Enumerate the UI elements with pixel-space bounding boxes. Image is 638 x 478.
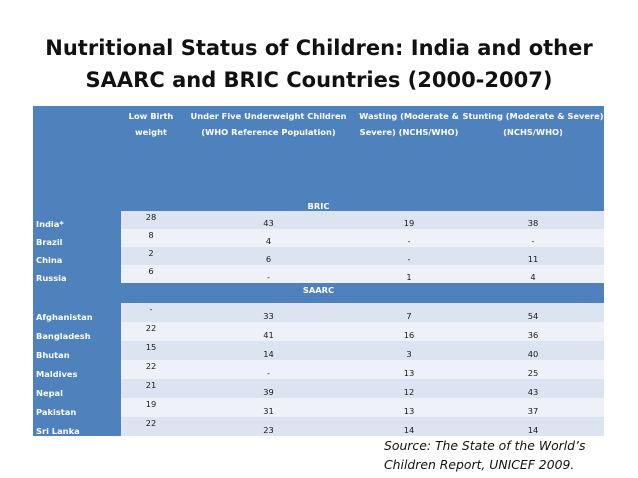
- title-line-2: SAARC and BRIC Countries (2000-2007): [85, 68, 553, 92]
- cell-low-birth-weight: 22: [121, 322, 181, 341]
- cell-low-birth-weight: 21: [121, 379, 181, 398]
- cell-underweight: 41: [181, 322, 356, 341]
- col-header-underweight: Under Five Underweight Children (WHO Ref…: [181, 106, 356, 194]
- cell-wasting: 3: [356, 341, 462, 360]
- cell-stunting: 40: [462, 341, 604, 360]
- country-label: India*: [33, 211, 121, 229]
- cell-wasting: 12: [356, 379, 462, 398]
- cell-wasting: -: [356, 229, 462, 247]
- cell-stunting: 54: [462, 303, 604, 322]
- cell-low-birth-weight: 8: [121, 229, 181, 247]
- cell-stunting: 43: [462, 379, 604, 398]
- col-header-stunting: Stunting (Moderate & Severe) (NCHS/WHO): [462, 106, 604, 194]
- country-label: China: [33, 247, 121, 265]
- cell-stunting: 37: [462, 398, 604, 417]
- cell-stunting: 25: [462, 360, 604, 379]
- section-label-saarc: SAARC: [33, 283, 604, 303]
- source-line-1: Source: The State of the World’s: [384, 438, 586, 453]
- cell-low-birth-weight: 15: [121, 341, 181, 360]
- cell-low-birth-weight: -: [121, 303, 181, 322]
- cell-low-birth-weight: 19: [121, 398, 181, 417]
- table-row: Pakistan 19 31 13 37: [33, 398, 604, 417]
- header-row: Low Birth weight Under Five Underweight …: [33, 106, 604, 194]
- table-row: Sri Lanka 22 23 14 14: [33, 417, 604, 436]
- cell-stunting: 4: [462, 265, 604, 283]
- cell-wasting: 7: [356, 303, 462, 322]
- cell-low-birth-weight: 22: [121, 417, 181, 436]
- table-row: Bangladesh 22 41 16 36: [33, 322, 604, 341]
- cell-low-birth-weight: 22: [121, 360, 181, 379]
- col-header-wasting: Wasting (Moderate & Severe) (NCHS/WHO): [356, 106, 462, 194]
- country-label: Maldives: [33, 360, 121, 379]
- source-line-2: Children Report, UNICEF 2009.: [384, 457, 575, 472]
- cell-wasting: 14: [356, 417, 462, 436]
- country-label: Afghanistan: [33, 303, 121, 322]
- cell-low-birth-weight: 6: [121, 265, 181, 283]
- cell-underweight: 23: [181, 417, 356, 436]
- table-row: Afghanistan - 33 7 54: [33, 303, 604, 322]
- table-row: Maldives 22 - 13 25: [33, 360, 604, 379]
- country-label: Bhutan: [33, 341, 121, 360]
- country-label: Nepal: [33, 379, 121, 398]
- cell-underweight: 14: [181, 341, 356, 360]
- cell-low-birth-weight: 2: [121, 247, 181, 265]
- cell-underweight: 6: [181, 247, 356, 265]
- country-label: Bangladesh: [33, 322, 121, 341]
- cell-underweight: 4: [181, 229, 356, 247]
- cell-wasting: 13: [356, 360, 462, 379]
- cell-underweight: 33: [181, 303, 356, 322]
- table-row: Bhutan 15 14 3 40: [33, 341, 604, 360]
- nutrition-table: Low Birth weight Under Five Underweight …: [33, 106, 604, 436]
- cell-underweight: -: [181, 360, 356, 379]
- source-note: Source: The State of the World’s Childre…: [384, 436, 634, 474]
- country-label: Brazil: [33, 229, 121, 247]
- cell-stunting: -: [462, 229, 604, 247]
- table-row: India* 28 43 19 38: [33, 211, 604, 229]
- cell-underweight: 43: [181, 211, 356, 229]
- cell-stunting: 36: [462, 322, 604, 341]
- country-label: Sri Lanka: [33, 417, 121, 436]
- title-line-1: Nutritional Status of Children: India an…: [45, 36, 593, 60]
- header-corner: [33, 106, 121, 194]
- country-label: Pakistan: [33, 398, 121, 417]
- country-label: Russia: [33, 265, 121, 283]
- cell-stunting: 38: [462, 211, 604, 229]
- cell-wasting: 13: [356, 398, 462, 417]
- cell-low-birth-weight: 28: [121, 211, 181, 229]
- cell-stunting: 11: [462, 247, 604, 265]
- slide-title: Nutritional Status of Children: India an…: [0, 32, 638, 96]
- section-row-saarc: SAARC: [33, 283, 604, 303]
- table-row: Nepal 21 39 12 43: [33, 379, 604, 398]
- section-label-bric: BRIC: [33, 194, 604, 211]
- cell-wasting: 19: [356, 211, 462, 229]
- table-row: Brazil 8 4 - -: [33, 229, 604, 247]
- cell-wasting: 1: [356, 265, 462, 283]
- col-header-low-birth-weight: Low Birth weight: [121, 106, 181, 194]
- cell-wasting: 16: [356, 322, 462, 341]
- cell-underweight: -: [181, 265, 356, 283]
- table-row: Russia 6 - 1 4: [33, 265, 604, 283]
- cell-stunting: 14: [462, 417, 604, 436]
- table-row: China 2 6 - 11: [33, 247, 604, 265]
- cell-underweight: 31: [181, 398, 356, 417]
- cell-underweight: 39: [181, 379, 356, 398]
- section-row-bric: BRIC: [33, 194, 604, 211]
- cell-wasting: -: [356, 247, 462, 265]
